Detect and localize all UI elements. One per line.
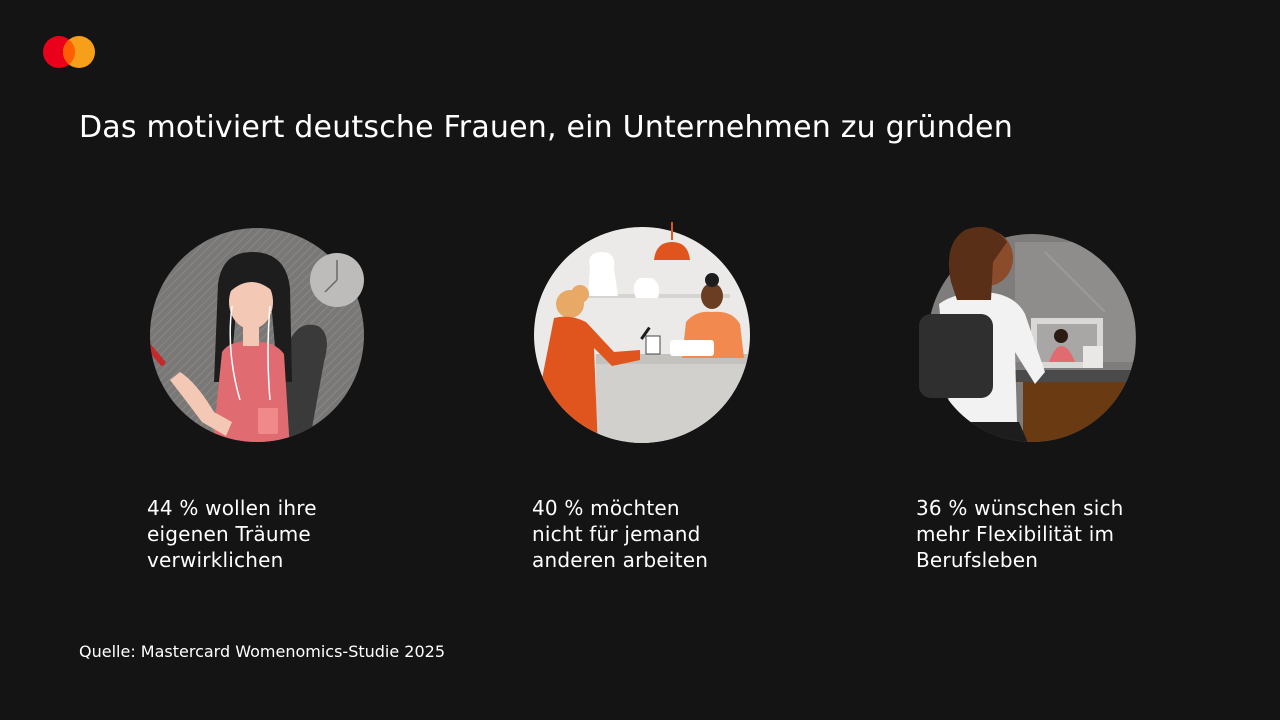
stat-2-line-3: anderen arbeiten [532, 548, 709, 572]
woman-with-phone-illustration [140, 222, 370, 450]
shop-owner-illustration [520, 222, 760, 450]
page-title: Das motiviert deutsche Frauen, ein Unter… [79, 110, 1013, 145]
stat-caption-1: 44 % wollen ihre eigenen Träume verwirkl… [147, 495, 317, 573]
stat-3-line-1: 36 % wünschen sich [916, 496, 1124, 520]
source-note: Quelle: Mastercard Womenomics-Studie 202… [79, 642, 446, 661]
stat-caption-2: 40 % möchten nicht für jemand anderen ar… [532, 495, 708, 573]
stat-2-line-2: nicht für jemand [532, 522, 701, 546]
stat-2-line-1: 40 % möchten [532, 496, 680, 520]
remote-work-illustration [915, 222, 1145, 450]
stat-3-line-3: Berufsleben [916, 548, 1039, 572]
stat-3-line-2: mehr Flexibilität im [916, 522, 1115, 546]
stat-1-line-1: 44 % wollen ihre [147, 496, 317, 520]
mastercard-logo-icon [43, 36, 95, 68]
stat-1-line-2: eigenen Träume [147, 522, 311, 546]
stat-caption-3: 36 % wünschen sich mehr Flexibilität im … [916, 495, 1124, 573]
stat-1-line-3: verwirklichen [147, 548, 284, 572]
